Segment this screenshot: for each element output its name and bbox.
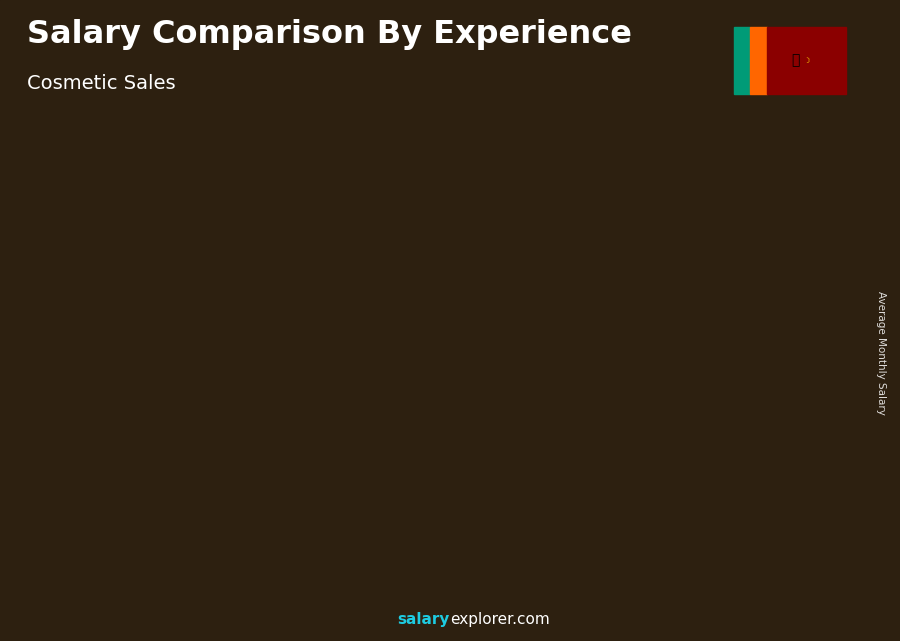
Bar	[198, 426, 267, 431]
Bar	[540, 0, 900, 577]
Text: +30%: +30%	[268, 340, 330, 359]
Text: +21%: +21%	[400, 305, 464, 324]
Text: +34%: +34%	[135, 378, 198, 397]
Bar	[597, 326, 666, 335]
Bar	[767, 27, 846, 94]
Bar	[331, 384, 400, 564]
Bar	[360, 128, 585, 513]
Text: 48,200 LKR: 48,200 LKR	[479, 355, 554, 368]
Text: 30,600 LKR: 30,600 LKR	[213, 435, 288, 447]
Bar	[464, 346, 533, 354]
Text: 22,800 LKR: 22,800 LKR	[94, 472, 169, 485]
Bar	[66, 461, 135, 564]
Bar	[729, 313, 798, 324]
Bar	[734, 27, 751, 94]
Text: salary: salary	[398, 612, 450, 627]
Text: 55,400 LKR: 55,400 LKR	[751, 320, 826, 333]
Bar	[331, 384, 400, 391]
Bar	[597, 326, 666, 564]
Text: Cosmetic Sales: Cosmetic Sales	[27, 74, 176, 93]
Text: +9%: +9%	[540, 288, 590, 308]
Text: 52,700 LKR: 52,700 LKR	[611, 335, 687, 347]
Text: 🦁: 🦁	[792, 54, 800, 67]
Bar	[198, 426, 267, 564]
Bar	[0, 0, 315, 545]
Bar	[729, 313, 798, 564]
Text: Average Monthly Salary: Average Monthly Salary	[877, 290, 886, 415]
Text: explorer.com: explorer.com	[450, 612, 550, 627]
Text: ☽: ☽	[804, 58, 810, 63]
Bar	[464, 346, 533, 564]
Bar	[751, 27, 767, 94]
Text: +5%: +5%	[673, 280, 723, 299]
Text: Salary Comparison By Experience: Salary Comparison By Experience	[27, 19, 632, 50]
Bar	[66, 461, 135, 465]
Text: 39,800 LKR: 39,800 LKR	[346, 393, 421, 406]
